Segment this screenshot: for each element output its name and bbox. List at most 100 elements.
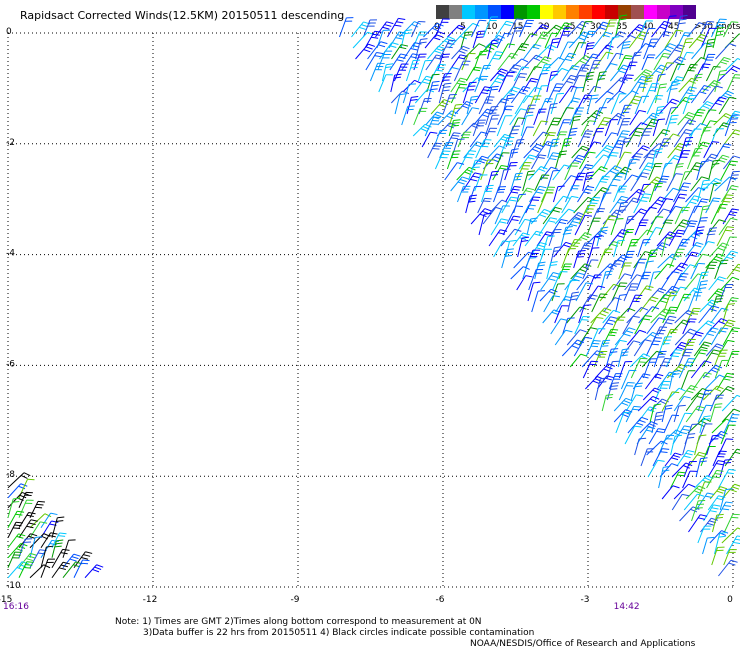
wind-barb	[692, 226, 705, 247]
wind-barb	[514, 95, 534, 115]
wind-barb	[714, 532, 727, 555]
wind-barb	[655, 43, 677, 60]
wind-barb	[498, 71, 515, 93]
wind-barb	[622, 215, 636, 236]
wind-barb	[590, 328, 606, 346]
x-tick-label: -3	[581, 595, 590, 605]
wind-barb	[673, 238, 690, 258]
wind-barb	[629, 109, 647, 126]
wind-barb	[701, 109, 717, 126]
wind-barb	[647, 459, 665, 478]
wind-barb	[585, 60, 602, 82]
wind-barb	[652, 118, 666, 137]
wind-barb	[670, 471, 686, 489]
wind-barb	[532, 31, 550, 49]
wind-barb	[421, 131, 438, 148]
wind-barb	[726, 74, 740, 93]
wind-barb	[7, 497, 21, 518]
wind-barb	[552, 164, 572, 181]
wind-barb	[415, 38, 428, 60]
wind-barb	[708, 182, 721, 203]
wind-barb	[438, 82, 452, 104]
wind-barb	[576, 164, 594, 181]
wind-barb	[29, 521, 48, 539]
wind-barb	[688, 514, 708, 533]
wind-barb	[662, 205, 683, 225]
wind-barb	[591, 293, 608, 313]
wind-barb	[561, 65, 580, 82]
wind-barb	[709, 242, 730, 258]
axis-labels: -15 -12 -9 -6 -3 0 0 -2 -4 -6 -8 -10 16:16 14:42	[0, 27, 733, 610]
wind-barb	[679, 38, 694, 60]
wind-barb	[672, 425, 692, 445]
wind-barb	[708, 159, 721, 181]
wind-barb	[500, 228, 522, 247]
wind-barb	[532, 120, 549, 137]
wind-barb	[618, 90, 639, 104]
wind-barb	[634, 315, 652, 335]
wind-barb	[474, 75, 489, 93]
wind-barb	[710, 203, 728, 225]
wind-barb	[62, 539, 76, 558]
y-tick-label: -6	[6, 359, 15, 369]
wind-barb	[573, 64, 590, 82]
wind-barb	[406, 96, 419, 115]
wind-barb	[472, 30, 486, 49]
wind-barb	[612, 273, 632, 291]
wind-barb	[687, 291, 703, 313]
wind-barb	[621, 250, 635, 269]
wind-barb	[558, 85, 579, 104]
wind-barb	[610, 218, 624, 236]
legend-label: 30	[590, 22, 602, 32]
wind-barb	[430, 99, 451, 115]
wind-barb	[552, 271, 568, 291]
wind-barb	[648, 163, 663, 181]
wind-barb	[516, 275, 533, 291]
wind-barb	[574, 315, 591, 335]
wind-barb	[654, 83, 667, 104]
wind-barb	[569, 107, 585, 126]
wind-barb	[676, 32, 692, 49]
wind-barb	[610, 316, 626, 335]
wind-barb	[597, 248, 613, 269]
wind-barb	[40, 545, 54, 568]
wind-barb	[720, 276, 740, 291]
wind-barb	[710, 327, 729, 346]
wind-barb	[723, 155, 740, 170]
wind-barb	[622, 315, 640, 335]
wind-barb	[480, 159, 495, 181]
legend-swatch	[462, 5, 475, 19]
wind-barb	[402, 79, 422, 93]
wind-barb	[394, 93, 407, 115]
wind-barb	[709, 403, 723, 423]
wind-barb	[51, 548, 70, 568]
wind-barb	[589, 127, 605, 148]
wind-barb	[646, 317, 666, 335]
wind-barb	[628, 31, 649, 49]
wind-barb	[614, 307, 636, 324]
wind-barb	[682, 94, 697, 115]
wind-barb	[642, 358, 658, 379]
wind-barb	[640, 118, 660, 137]
wind-barb	[613, 397, 633, 412]
wind-barb	[617, 104, 632, 126]
wind-barb	[498, 86, 521, 104]
wind-barb	[554, 329, 573, 346]
wind-barb	[578, 327, 598, 346]
wind-barb	[468, 185, 482, 203]
wind-barb	[618, 174, 639, 192]
wind-barb	[648, 271, 661, 291]
wind-barb	[506, 205, 524, 225]
wind-barb	[658, 465, 671, 489]
wind-barb	[658, 98, 680, 115]
wind-barb	[391, 44, 409, 60]
wind-barb	[582, 171, 594, 192]
wind-barb	[641, 54, 656, 71]
wind-barb	[534, 261, 546, 280]
wind-barb	[575, 282, 593, 302]
wind-barb	[618, 262, 632, 280]
wind-barb	[603, 297, 622, 313]
wind-barb	[617, 348, 630, 368]
wind-barb	[504, 162, 518, 181]
wind-barb	[650, 148, 663, 170]
